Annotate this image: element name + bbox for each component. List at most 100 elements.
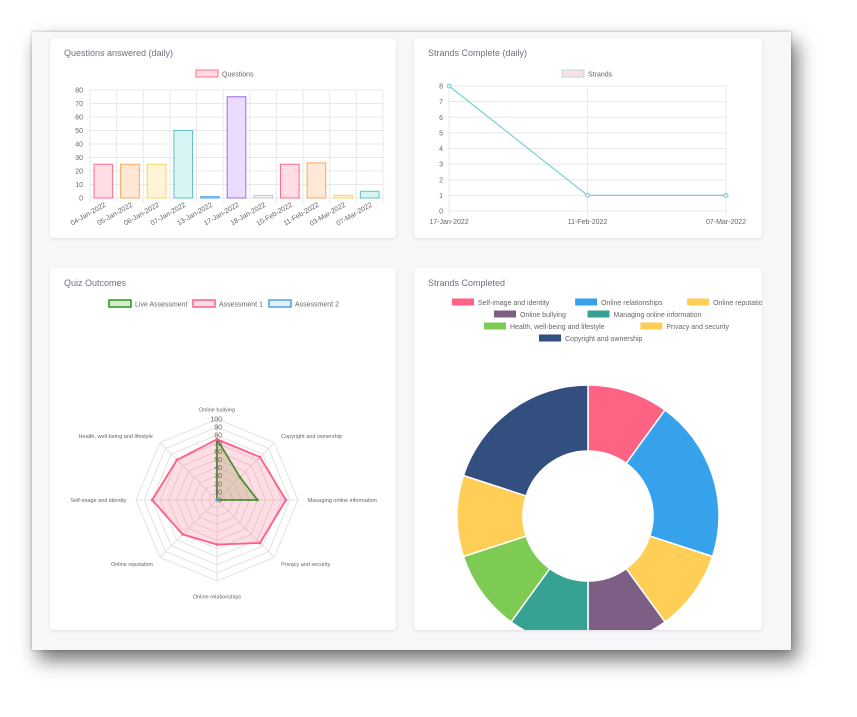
radar-data-point	[284, 498, 288, 502]
bar	[120, 163, 140, 199]
y-tick-label: 70	[75, 101, 83, 108]
y-tick-label: 7	[439, 99, 443, 106]
y-tick-label: 6	[439, 115, 443, 122]
doughnut-slice	[625, 408, 720, 558]
bar	[306, 162, 327, 199]
quiz-card-title: Quiz Outcomes	[64, 278, 127, 288]
legend-swatch	[452, 298, 474, 306]
radar-tick-label: 10	[214, 489, 222, 496]
bar	[253, 194, 273, 199]
doughnut-slice	[462, 384, 589, 497]
x-tick-label: 07-Mar-2022	[706, 219, 746, 226]
questions-bar-chart: 0102030405060708004-Jan-202205-Jan-20220…	[70, 69, 384, 228]
radar-spoke	[159, 442, 218, 501]
legend-label: Strands	[588, 72, 613, 79]
doughnut-slice	[587, 567, 667, 630]
radar-data-point	[258, 541, 262, 545]
legend-label: Questions	[222, 72, 254, 79]
radar-data-point	[181, 532, 185, 536]
bar	[359, 190, 380, 199]
y-tick-label: 5	[439, 130, 443, 137]
radar-axis-label: Self-image and identity	[70, 498, 126, 504]
y-tick-label: 3	[439, 162, 443, 169]
legend-swatch	[494, 310, 516, 318]
questions-card: Questions answered (daily) 0 10 20 30 40 50 60…	[50, 38, 396, 238]
y-tick-label: 20	[75, 169, 83, 176]
radar-tick-label: 40	[214, 465, 222, 472]
questions-card-title: Questions answered (daily)	[64, 48, 174, 58]
radar-data-point	[258, 455, 262, 459]
data-point	[723, 192, 729, 198]
bar	[279, 163, 300, 199]
strands-doughnut-chart: Self-image and identity Online relationsh…	[452, 298, 762, 630]
radar-axis-label: Online bullying	[199, 407, 235, 413]
radar-tick-label: 70	[214, 441, 222, 448]
y-tick-label: 30	[75, 155, 83, 162]
radar-axis-label: Managing online information	[308, 498, 377, 504]
legend-swatch	[575, 298, 598, 306]
legend-swatch	[268, 299, 292, 308]
radar-axis-label: Privacy and security	[281, 562, 330, 568]
radar-tick-label: 0	[218, 498, 222, 505]
legend-label: Privacy and security	[666, 324, 729, 331]
legend-label: Assessment 1	[219, 302, 263, 309]
strands-daily-card-title: Strands Complete (daily)	[428, 48, 528, 58]
legend-swatch	[687, 298, 710, 306]
legend-label: Managing online information	[614, 312, 702, 319]
radar-axis-label: Online relationships	[193, 595, 242, 601]
y-tick-label: 50	[75, 128, 83, 135]
x-tick-label: 11-Feb-2022	[568, 219, 608, 226]
radar-tick-label: 50	[214, 457, 222, 464]
radar-data-point	[175, 458, 179, 462]
legend-swatch	[539, 334, 561, 342]
legend-label: Online bullying	[520, 312, 566, 319]
y-tick-label: 0	[439, 209, 443, 216]
legend-swatch	[192, 299, 216, 308]
y-tick-label: 80	[75, 88, 83, 95]
legend-label: Self-image and identity	[478, 300, 550, 307]
radar-tick-label: 100	[210, 417, 222, 424]
legend-swatch	[561, 69, 585, 78]
bar	[173, 130, 194, 199]
y-tick-label: 0	[79, 196, 83, 203]
y-tick-label: 4	[439, 146, 443, 153]
legend-label: Assessment 2	[295, 302, 339, 309]
x-tick-label: 17-Jan-2022	[429, 219, 468, 226]
strands-completed-card: Strands Completed Self-image and identit…	[414, 268, 762, 630]
strands-completed-card-title: Strands Completed	[428, 278, 506, 288]
legend-swatch	[640, 322, 663, 330]
legend-swatch	[108, 299, 132, 308]
legend-swatch	[484, 322, 506, 330]
radar-spoke	[216, 499, 275, 558]
radar-tick-label: 60	[214, 449, 222, 456]
strands-line-chart: 0 1 2 3 4 5 6 7 8 17-Jan-2022 11-Feb-2022 07-Mar-20…	[429, 69, 746, 226]
radar-tick-label: 20	[214, 481, 222, 488]
bar	[146, 163, 167, 199]
legend-label: Online reputation	[713, 300, 762, 307]
bar	[93, 163, 114, 199]
y-tick-label: 40	[75, 142, 83, 149]
radar-tick-label: 30	[214, 473, 222, 480]
legend-swatch	[587, 310, 610, 318]
dashboard-frame: Questions answered (daily) 0 10 20 30 40 50 60…	[32, 32, 791, 650]
radar-data-point	[215, 543, 219, 546]
y-tick-label: 8	[439, 84, 443, 91]
radar-spoke	[159, 499, 218, 558]
bar	[333, 194, 353, 199]
quiz-card: Quiz Outcomes 0 10 20 30 40 50 60 70 80 90 100 Onli…	[50, 268, 396, 630]
radar-axis-label: Online reputation	[111, 562, 153, 568]
radar-axis-label: Copyright and ownership	[281, 434, 342, 440]
strands-daily-card: Strands Complete (daily) 0 1 2 3 4 5 6 7 8 17-Jan…	[414, 38, 762, 238]
radar-axis-label: Health, well-being and lifestyle	[79, 434, 153, 440]
radar-data-point	[238, 475, 242, 479]
y-tick-label: 1	[439, 193, 443, 200]
data-point	[585, 192, 590, 198]
radar-data-point	[215, 498, 219, 502]
radar-data-point	[256, 498, 259, 502]
legend-label: Health, well-being and lifestyle	[510, 324, 605, 331]
radar-data-point	[215, 437, 219, 441]
y-tick-label: 2	[439, 177, 443, 184]
legend-swatch	[195, 69, 219, 78]
bar	[200, 196, 220, 199]
